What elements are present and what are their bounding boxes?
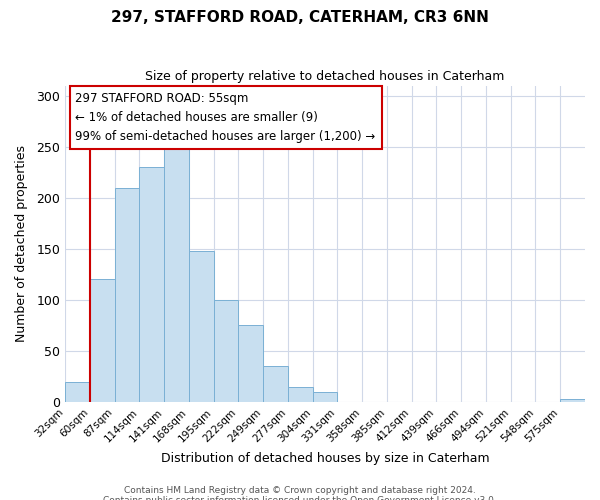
Text: 297, STAFFORD ROAD, CATERHAM, CR3 6NN: 297, STAFFORD ROAD, CATERHAM, CR3 6NN [111, 10, 489, 25]
Bar [139, 167, 164, 402]
Bar [164, 147, 189, 402]
Bar [115, 188, 139, 402]
Bar [288, 386, 313, 402]
Bar [214, 300, 238, 402]
Bar [560, 399, 585, 402]
Y-axis label: Number of detached properties: Number of detached properties [15, 146, 28, 342]
Bar [90, 280, 115, 402]
Text: Contains HM Land Registry data © Crown copyright and database right 2024.: Contains HM Land Registry data © Crown c… [124, 486, 476, 495]
Bar [313, 392, 337, 402]
Bar [65, 382, 90, 402]
Text: Contains public sector information licensed under the Open Government Licence v3: Contains public sector information licen… [103, 496, 497, 500]
Title: Size of property relative to detached houses in Caterham: Size of property relative to detached ho… [145, 70, 505, 83]
Text: 297 STAFFORD ROAD: 55sqm
← 1% of detached houses are smaller (9)
99% of semi-det: 297 STAFFORD ROAD: 55sqm ← 1% of detache… [76, 92, 376, 143]
Bar [238, 326, 263, 402]
Bar [189, 251, 214, 402]
X-axis label: Distribution of detached houses by size in Caterham: Distribution of detached houses by size … [161, 452, 490, 465]
Bar [263, 366, 288, 402]
